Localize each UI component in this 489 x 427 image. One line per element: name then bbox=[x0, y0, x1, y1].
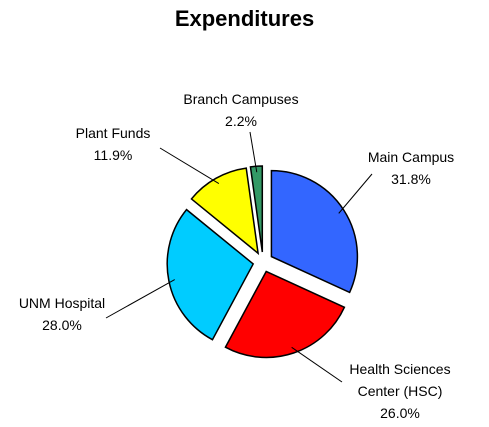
category-label: Plant Funds bbox=[75, 125, 151, 141]
pie-slice bbox=[224, 270, 346, 359]
category-label: Branch Campuses bbox=[183, 91, 299, 107]
value-label: 2.2% bbox=[225, 113, 257, 129]
pie-slice bbox=[249, 165, 264, 253]
value-label: 28.0% bbox=[42, 317, 82, 333]
slice-label: Health Sciences Center (HSC) 26.0% bbox=[340, 358, 460, 424]
value-label: 26.0% bbox=[380, 405, 420, 421]
slice-label: Branch Campuses 2.2% bbox=[161, 88, 321, 132]
value-label: 11.9% bbox=[93, 147, 133, 163]
slice-label: UNM Hospital 28.0% bbox=[2, 292, 122, 336]
category-label: UNM Hospital bbox=[18, 295, 106, 311]
leader-line bbox=[338, 173, 373, 214]
category-label: Main Campus bbox=[367, 149, 455, 165]
leader-line bbox=[159, 147, 220, 184]
pie-slice bbox=[190, 167, 260, 256]
leader-line bbox=[105, 279, 175, 319]
chart-title: Expenditures bbox=[174, 6, 315, 31]
pie-slice bbox=[166, 208, 255, 341]
slice-label: Plant Funds 11.9% bbox=[53, 122, 173, 166]
pie-slice bbox=[270, 169, 359, 294]
slice-label: Main Campus 31.8% bbox=[351, 146, 471, 190]
leader-line bbox=[249, 131, 258, 173]
category-label: Health Sciences Center (HSC) bbox=[349, 361, 451, 399]
value-label: 31.8% bbox=[391, 171, 431, 187]
leader-line bbox=[291, 346, 343, 383]
